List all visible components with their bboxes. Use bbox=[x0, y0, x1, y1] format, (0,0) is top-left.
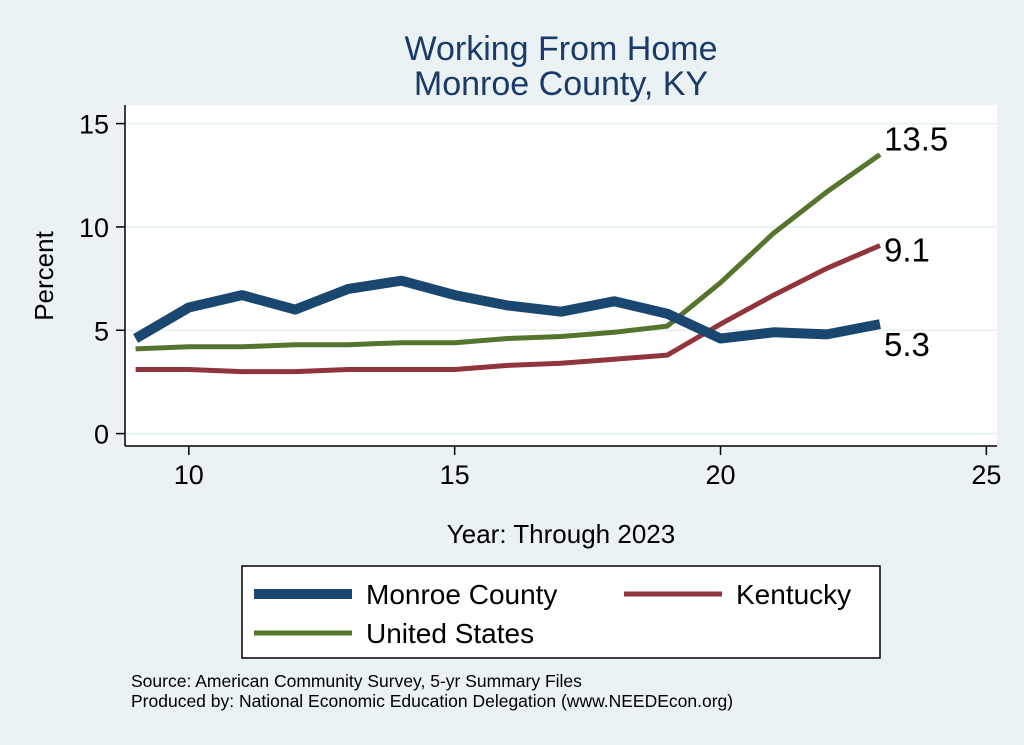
produced-by-note: Produced by: National Economic Education… bbox=[131, 691, 734, 711]
y-tick-label: 15 bbox=[79, 110, 109, 140]
plot-area bbox=[125, 105, 997, 446]
y-tick-label: 0 bbox=[94, 420, 109, 450]
end-label: 9.1 bbox=[884, 232, 930, 269]
series-lines bbox=[133, 152, 882, 375]
x-tick-label: 20 bbox=[705, 460, 735, 490]
chart-title-line-2: Monroe County, KY bbox=[414, 65, 708, 103]
legend: Monroe County Kentucky United States bbox=[241, 565, 881, 659]
axes: 0 5 10 15 10 15 20 25 bbox=[79, 105, 1001, 490]
series-line-monroe-county bbox=[133, 275, 881, 344]
series-line-kentucky bbox=[135, 243, 881, 375]
grid bbox=[125, 122, 997, 435]
source-note: Source: American Community Survey, 5-yr … bbox=[131, 671, 582, 691]
x-tick-label: 15 bbox=[440, 460, 470, 490]
legend-label: Monroe County bbox=[366, 579, 557, 610]
series-line-united-states bbox=[135, 152, 882, 352]
y-axis-label: Percent bbox=[29, 230, 59, 320]
end-label: 5.3 bbox=[884, 326, 930, 363]
y-tick-label: 5 bbox=[94, 316, 109, 346]
x-axis-label: Year: Through 2023 bbox=[447, 519, 675, 549]
y-tick-label: 10 bbox=[79, 213, 109, 243]
x-tick-label: 10 bbox=[174, 460, 204, 490]
x-tick-label: 25 bbox=[971, 460, 1001, 490]
legend-label: United States bbox=[366, 618, 534, 649]
legend-label: Kentucky bbox=[736, 579, 851, 610]
chart-title-line-1: Working From Home bbox=[405, 30, 718, 68]
end-label: 13.5 bbox=[884, 121, 948, 158]
end-labels: 5.3 9.1 13.5 bbox=[884, 121, 948, 363]
legend-box bbox=[241, 565, 881, 659]
